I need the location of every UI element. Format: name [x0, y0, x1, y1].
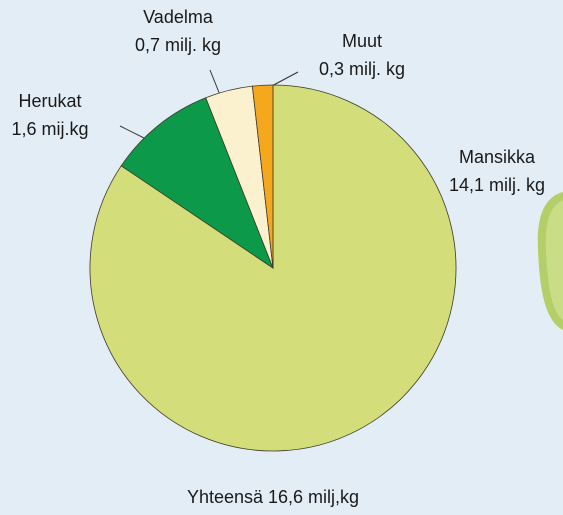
- slice-name: Muut: [342, 31, 382, 51]
- pie-slice: [120, 97, 274, 270]
- decorative-shape-inner: [545, 200, 563, 320]
- slice-value-label: 1,6 mij.kg: [11, 119, 88, 139]
- total-annotation: Yhteensä 16,6 milj,kg: [187, 487, 359, 507]
- slice-name: Vadelma: [143, 7, 214, 27]
- slice-value-label: 14,1 milj. kg: [449, 175, 545, 195]
- slice-value-label: 0,3 milj. kg: [319, 59, 405, 79]
- pie: [89, 84, 457, 452]
- pie-slice: [251, 84, 274, 269]
- slice-value-label: 0,7 milj. kg: [135, 35, 221, 55]
- slice-name: Mansikka: [459, 147, 536, 167]
- slice-name: Herukat: [18, 91, 81, 111]
